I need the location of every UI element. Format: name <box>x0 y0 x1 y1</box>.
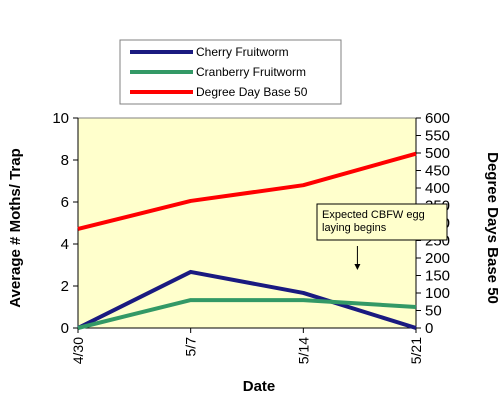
x-tick-label: 4/30 <box>70 337 86 364</box>
annotation-box <box>316 203 448 241</box>
left-y-axis-ticks: 0 2 4 6 8 10 <box>52 110 78 337</box>
x-tick-label: 5/7 <box>183 337 199 357</box>
legend-label-cranberry: Cranberry Fruitworm <box>196 65 306 79</box>
left-y-axis-title: Average # Moths/ Trap <box>7 148 24 308</box>
annotation-line-1: Expected CBFW egg <box>322 209 425 221</box>
left-y-tick-label: 6 <box>61 194 69 211</box>
right-y-tick-label: 150 <box>425 268 450 285</box>
right-y-tick-label: 600 <box>425 110 450 127</box>
series-lines <box>77 151 417 330</box>
series-line-cranberry-fruitworm <box>77 298 417 330</box>
annotation-line-2: laying begins <box>322 222 387 234</box>
x-tick-label: 5/21 <box>408 337 424 364</box>
x-axis-ticks: 4/30 5/7 5/14 5/21 <box>70 328 424 364</box>
right-y-tick-label: 450 <box>425 163 450 180</box>
right-y-tick-label: 500 <box>425 145 450 162</box>
right-y-tick-label: 200 <box>425 250 450 267</box>
left-y-tick-label: 2 <box>61 278 69 295</box>
left-y-tick-label: 10 <box>52 110 69 127</box>
x-axis-title: Date <box>243 378 276 395</box>
right-y-tick-label: 100 <box>425 285 450 302</box>
annotation-arrowhead <box>354 264 361 270</box>
left-y-tick-label: 0 <box>61 320 69 337</box>
right-y-tick-label: 550 <box>425 128 450 145</box>
right-y-tick-label: 50 <box>425 303 442 320</box>
x-tick-label: 5/14 <box>295 337 311 364</box>
right-y-axis-title: Degree Days Base 50 <box>484 152 500 304</box>
right-y-tick-label: 400 <box>425 180 450 197</box>
series-line-cherry-fruitworm <box>77 269 417 330</box>
left-y-tick-label: 8 <box>61 152 69 169</box>
annotation: Expected CBFW egg laying begins <box>316 203 448 270</box>
legend: Cherry Fruitworm Cranberry Fruitworm Deg… <box>119 39 342 105</box>
legend-label-cherry: Cherry Fruitworm <box>196 45 289 59</box>
series-line-degree-day <box>77 151 417 231</box>
left-y-tick-label: 4 <box>61 236 69 253</box>
legend-label-degree-day: Degree Day Base 50 <box>196 85 308 99</box>
right-y-tick-label: 0 <box>425 320 433 337</box>
